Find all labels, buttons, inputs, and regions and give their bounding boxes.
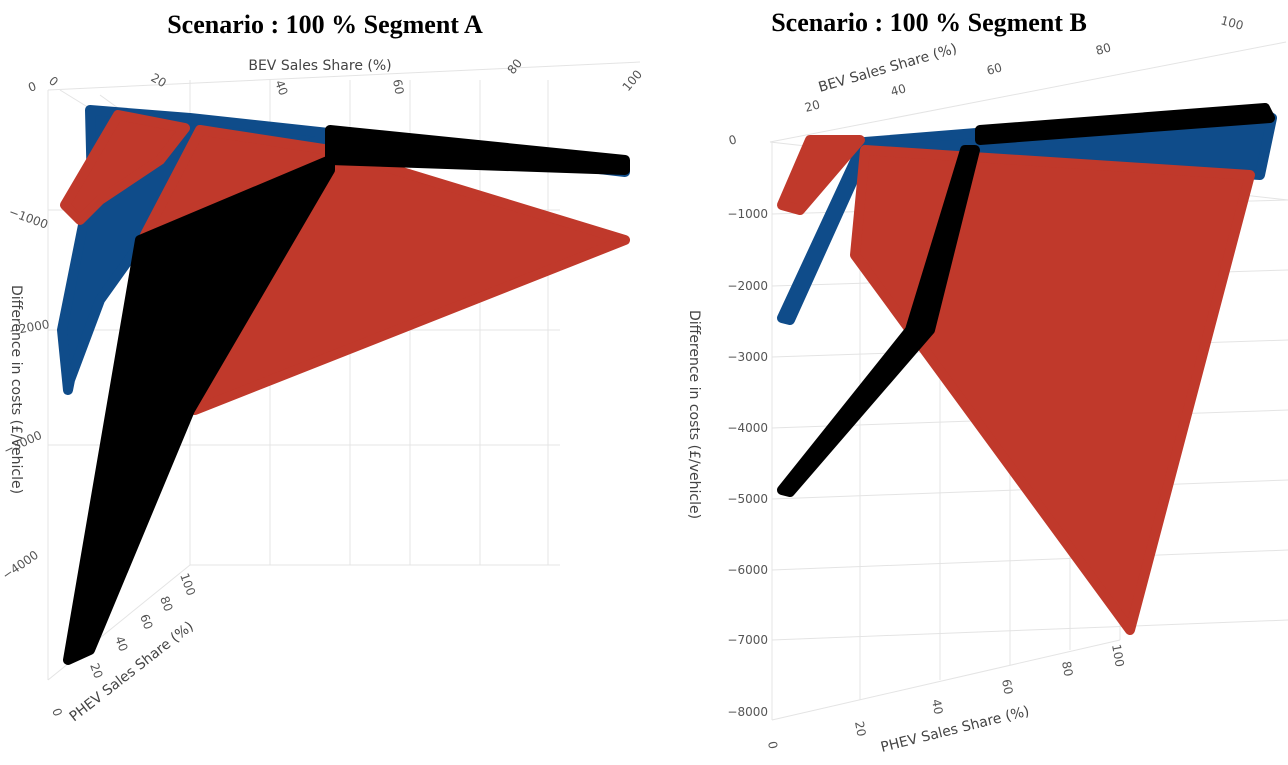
z-tick: −1000	[7, 205, 50, 232]
chart-title: Scenario : 100 % Segment B	[771, 8, 1087, 37]
chart-a-plot: BEV Sales Share (%) 0 0 20 40 60 80 100 …	[0, 56, 645, 725]
chart-segment-b: Scenario : 100 % Segment B BEV Sales Sha…	[650, 0, 1288, 765]
x-tick: 20	[803, 97, 821, 114]
y-tick: 60	[137, 612, 155, 631]
x-tick: 20	[149, 70, 169, 90]
y-tick: 20	[852, 720, 868, 737]
surface-black	[777, 145, 980, 497]
surface-black	[975, 103, 1275, 145]
x-tick: 60	[985, 60, 1003, 77]
x-tick: 80	[1094, 40, 1112, 57]
x-tick: 40	[272, 78, 290, 97]
x-tick: 80	[505, 56, 526, 77]
z-tick: −1000	[727, 207, 768, 221]
y-tick: 0	[49, 706, 65, 718]
y-tick: 20	[87, 661, 105, 680]
x-tick: 60	[390, 78, 406, 95]
y-tick: 40	[112, 634, 130, 653]
y-tick: 40	[929, 698, 945, 715]
z-tick: −4000	[0, 548, 41, 583]
z-tick: −7000	[727, 633, 768, 647]
y-axis-label: PHEV Sales Share (%)	[879, 703, 1031, 755]
y-tick: 80	[157, 594, 175, 613]
z-tick: −2000	[727, 279, 768, 293]
y-tick: 80	[1059, 660, 1075, 677]
x-tick: 40	[889, 81, 907, 98]
surface-red	[60, 110, 190, 225]
x-tick: 0	[46, 74, 61, 90]
surface-red	[777, 135, 865, 215]
z-tick: −2000	[8, 317, 50, 338]
z-tick: −3000	[727, 350, 768, 364]
y-tick: 0	[765, 740, 780, 750]
chart-title: Scenario : 100 % Segment A	[167, 10, 483, 39]
z-axis-label: Difference in costs (£/vehicle)	[686, 310, 702, 519]
z-tick: −6000	[727, 563, 768, 577]
x-tick: 0	[727, 132, 738, 148]
x-axis-label: BEV Sales Share (%)	[817, 41, 959, 96]
z-tick: −5000	[727, 492, 768, 506]
surface-black	[325, 125, 630, 175]
y-tick: 100	[177, 571, 198, 597]
x-tick: 0	[26, 79, 38, 95]
x-axis-label: BEV Sales Share (%)	[248, 58, 391, 74]
z-tick: −4000	[727, 421, 768, 435]
chart-segment-a: Scenario : 100 % Segment A BEV Sales Sha…	[0, 10, 645, 725]
y-tick: 60	[999, 678, 1015, 695]
chart-a-surfaces	[57, 105, 630, 665]
x-tick: 100	[1219, 13, 1245, 32]
z-tick: −8000	[727, 705, 768, 719]
y-tick: 100	[1109, 643, 1127, 668]
chart-b-plot: BEV Sales Share (%) 0 20 40 60 80 100 −1…	[686, 13, 1288, 756]
surface-red	[850, 145, 1255, 635]
surface-black	[63, 155, 335, 665]
x-tick: 100	[620, 67, 645, 94]
chart-b-surfaces	[777, 103, 1277, 635]
z-axis-label: Difference in costs (£/vehicle)	[8, 285, 24, 494]
